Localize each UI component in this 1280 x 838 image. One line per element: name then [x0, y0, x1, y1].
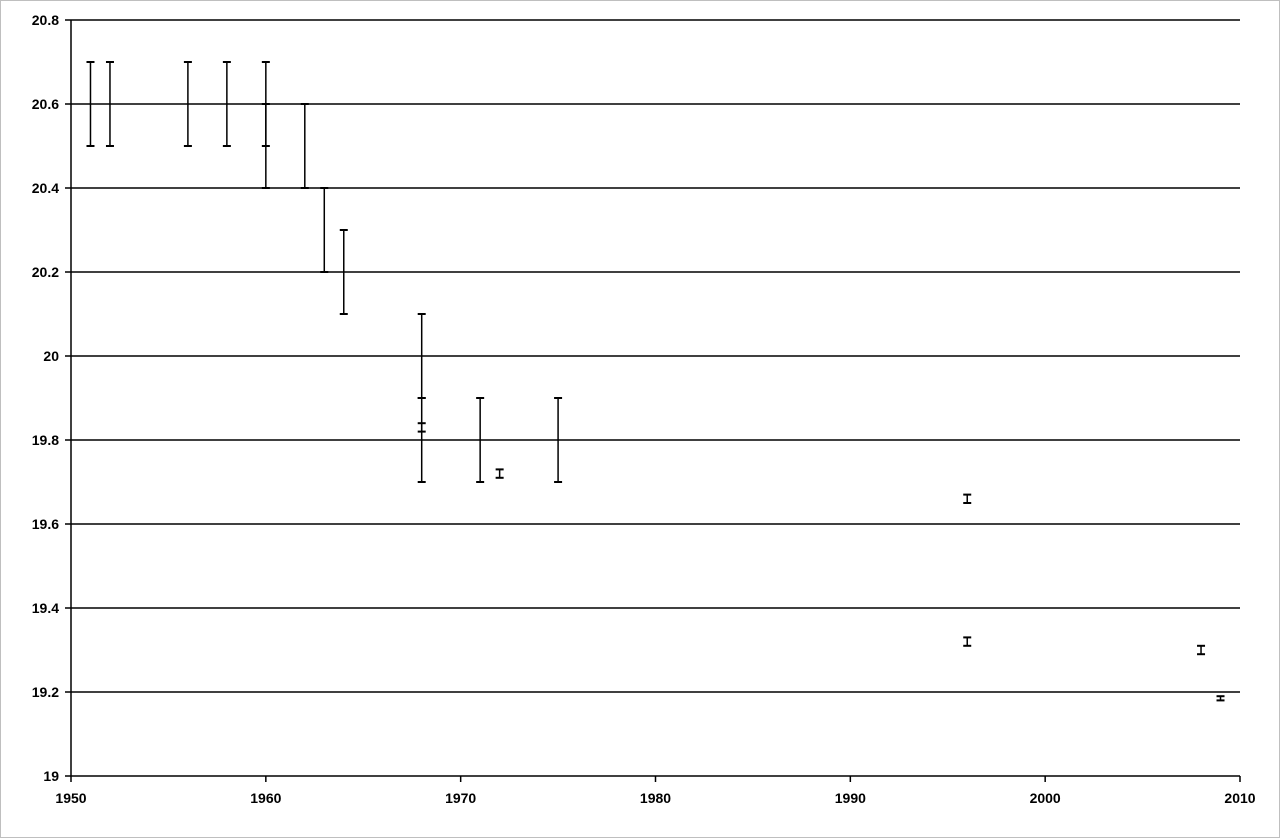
- error-bar: [105, 61, 114, 147]
- error-bar: [86, 61, 95, 147]
- error-bar: [417, 397, 426, 483]
- y-tick-label: 20.6: [32, 96, 59, 112]
- error-bar: [222, 61, 231, 147]
- error-bar: [963, 636, 972, 647]
- y-tick-label: 20.4: [32, 180, 59, 196]
- y-tick-label: 19.6: [32, 516, 59, 532]
- error-bar: [963, 493, 972, 504]
- y-tick-label: 20: [43, 348, 59, 364]
- x-tick-label: 1980: [640, 790, 671, 806]
- error-bar: [320, 187, 329, 273]
- error-bar: [495, 468, 504, 479]
- x-tick-label: 1990: [835, 790, 866, 806]
- axes: [65, 19, 1241, 782]
- error-bar: [1197, 644, 1206, 656]
- error-bar: [183, 61, 192, 147]
- y-tick-label: 19: [43, 768, 59, 784]
- y-tick-labels: 19 19.2 19.4 19.6 19.8 20 20.2 20.4 20.6 20.8: [32, 12, 59, 784]
- x-tick-label: 2000: [1030, 790, 1061, 806]
- y-tick-label: 19.2: [32, 684, 59, 700]
- x-tick-label: 1960: [250, 790, 281, 806]
- y-tick-label: 19.8: [32, 432, 59, 448]
- error-bar: [339, 229, 348, 315]
- x-tick-labels: 1950 1960 1970 1980 1990 2000 2010: [55, 790, 1255, 806]
- y-tick-label: 19.4: [32, 600, 59, 616]
- error-bars: [86, 61, 1225, 702]
- y-tick-label: 20.8: [32, 12, 59, 28]
- error-bar: [1216, 695, 1225, 702]
- y-tick-label: 20.2: [32, 264, 59, 280]
- x-tick-label: 1950: [55, 790, 86, 806]
- error-bar: [261, 103, 270, 189]
- error-bar: [554, 397, 563, 483]
- error-bar: [417, 422, 426, 433]
- x-tick-label: 2010: [1224, 790, 1255, 806]
- x-tick-label: 1970: [445, 790, 476, 806]
- error-bar: [300, 103, 309, 189]
- gridlines: [71, 19, 1240, 693]
- error-bar: [476, 397, 485, 483]
